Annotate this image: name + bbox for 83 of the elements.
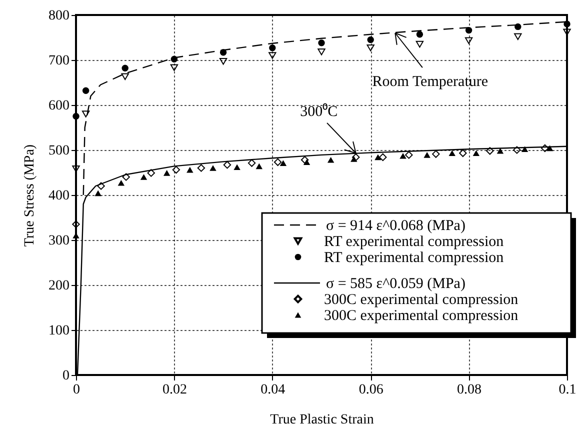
point [424,152,430,158]
legend-label: σ = 585 ε^0.059 (MPa) [326,276,466,292]
point [269,44,276,52]
x-tick-label: 0.1 [558,382,576,398]
point [72,220,80,228]
x-tick-label: 0.06 [358,382,384,398]
y-tick-label: 300 [48,234,70,248]
legend-label: 300C experimental compression [324,292,519,308]
x-tick-label: 0.08 [457,382,482,398]
point [280,160,287,166]
point [459,149,467,158]
point [172,166,180,174]
point [303,159,310,166]
point [513,146,521,154]
point [350,156,358,162]
point [122,64,128,72]
y-tick-label: 500 [48,144,70,158]
point [514,33,522,40]
point [170,64,178,72]
legend-label: RT experimental compression [324,250,504,266]
point [210,165,216,171]
point [318,40,325,46]
point [400,152,406,159]
y-tick-label: 200 [48,278,70,294]
point [82,87,90,94]
point [318,48,326,56]
y-tick-label: 800 [48,8,70,24]
point [163,170,170,176]
point [223,160,232,169]
point [121,73,129,80]
x-tick-label: 0.04 [260,382,286,398]
point [197,164,206,172]
point [448,150,456,156]
point [327,156,334,163]
point [170,56,178,62]
annotation: Room Temperature [372,74,488,90]
x-tick-label: 0 [73,382,80,398]
point [186,166,194,173]
x-tick-label: 0.02 [162,382,187,398]
legend-label: 300C experimental compression [324,308,519,324]
point [374,154,382,160]
point [379,153,387,162]
point [118,180,125,186]
point [140,174,148,180]
point [94,190,102,196]
point [300,156,309,164]
point [464,37,473,44]
point [256,163,262,170]
point [147,169,155,177]
legend-label: σ = 914 ε^0.068 (MPa) [326,218,466,234]
point [122,173,130,181]
y-axis-title: True Stress (MPa) [22,144,38,247]
point [541,144,549,152]
point [274,158,282,166]
legend-label: RT experimental compression [324,234,504,250]
y-tick-label: 600 [48,98,70,114]
point [546,145,554,152]
point [366,44,374,52]
point [465,26,472,34]
point [352,153,360,162]
point [367,36,374,44]
point [268,52,276,59]
point [472,150,480,156]
point [82,110,90,118]
point [234,164,240,170]
point [248,159,256,167]
x-axis-title: True Plastic Strain [270,412,374,428]
y-tick-label: 0 [62,368,70,384]
y-tick-label: 100 [48,324,70,338]
point [486,147,494,155]
point [521,146,528,152]
point [405,151,413,159]
point [97,182,105,190]
point [432,150,440,158]
point [514,23,522,30]
point [416,31,424,38]
point [496,148,504,154]
y-tick-label: 700 [48,54,70,68]
point [416,40,424,48]
point [220,49,227,56]
point [219,58,228,65]
annotation: 300⁰C [300,103,338,120]
y-tick-label: 400 [48,188,70,204]
